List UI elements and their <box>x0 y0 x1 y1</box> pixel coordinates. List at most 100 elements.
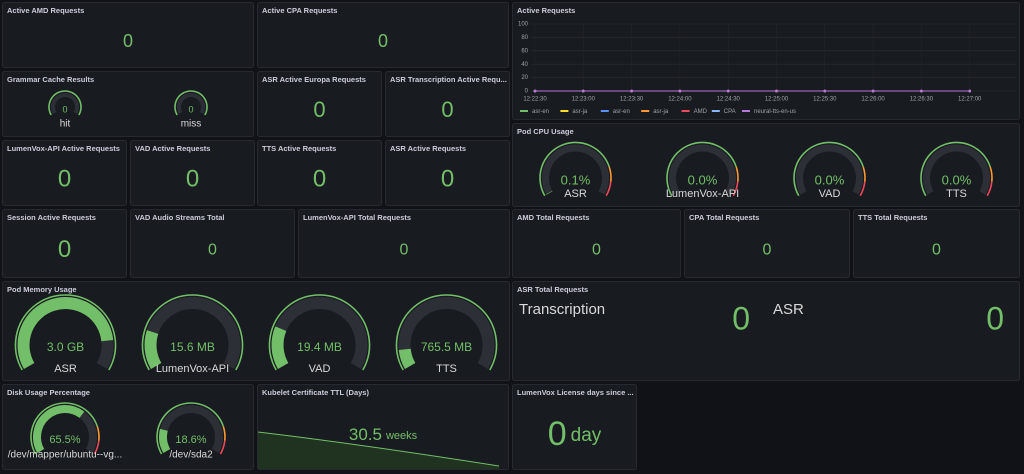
panel-title[interactable]: AMD Total Requests <box>517 213 589 222</box>
point <box>871 89 875 93</box>
legend-label[interactable]: asr-en <box>532 109 549 115</box>
panel-title[interactable]: ASR Total Requests <box>517 285 588 294</box>
panel-title[interactable]: LumenVox-API Active Requests <box>7 144 120 153</box>
panel-frame <box>512 2 1020 120</box>
gauge-fill <box>17 297 114 369</box>
x-tick-label: 12:24:00 <box>668 97 692 103</box>
gauge-track <box>923 144 990 195</box>
x-tick-label: 12:23:30 <box>620 97 644 103</box>
gauge-label: /dev/mapper/ubuntu--vg... <box>8 450 123 461</box>
threshold-arc <box>141 294 244 371</box>
panel-title[interactable]: Disk Usage Percentage <box>7 388 90 397</box>
x-tick-label: 12:27:00 <box>958 97 982 103</box>
legend-label[interactable]: asr-ja <box>653 109 669 115</box>
panel-title[interactable]: Active CPA Requests <box>262 6 337 15</box>
gauge-label: LumenVox-API <box>156 363 229 375</box>
panel-title[interactable]: ASR Active Europa Requests <box>262 75 366 84</box>
stat-value: 0 <box>378 31 388 51</box>
unit: day <box>571 425 602 446</box>
stat-value: 0 day <box>548 415 602 453</box>
point <box>726 89 730 93</box>
threshold-arc <box>14 294 117 371</box>
y-tick-label: 0 <box>525 89 529 95</box>
panel-title[interactable]: ASR Active Requests <box>390 144 466 153</box>
panel-title[interactable]: CPA Total Requests <box>689 213 759 222</box>
stat-value: 0 <box>186 165 199 192</box>
panel-frame <box>130 209 295 278</box>
legend-label[interactable]: AMD <box>694 109 708 115</box>
legend-label[interactable]: neural-tts-en-us <box>754 109 796 115</box>
threshold-arc <box>30 402 99 455</box>
sparkline-area <box>258 432 499 469</box>
gauge-value: 18.6% <box>175 434 206 446</box>
x-tick-label: 12:26:00 <box>861 97 885 103</box>
item-label: Transcription <box>519 301 605 318</box>
threshold-arc <box>859 181 866 197</box>
stat-value: 0 <box>313 97 325 122</box>
panel-title[interactable]: Grammar Cache Results <box>7 75 94 84</box>
panel: VAD Active Requests 0 <box>130 140 255 206</box>
gauge-label: miss <box>181 119 202 130</box>
x-tick-label: 12:26:30 <box>910 97 934 103</box>
panel-frame <box>257 71 382 137</box>
threshold-arc <box>539 141 611 197</box>
legend-swatch <box>641 110 650 112</box>
panel: Active Requests 0 20 40 60 80 100 12:22:30 12:23… <box>512 2 1020 120</box>
panel-title[interactable]: LumenVox-API Total Requests <box>303 213 411 222</box>
gauge-value: 0.0% <box>942 172 972 187</box>
point <box>968 89 971 93</box>
gauge-label: ASR <box>54 363 77 375</box>
stat-value: 0 <box>313 165 326 192</box>
panel-title[interactable]: VAD Audio Streams Total <box>135 213 224 222</box>
threshold-arc <box>96 426 100 441</box>
panel: Kubelet Certificate TTL (Days) 30.5 weeks <box>257 384 509 470</box>
legend-label[interactable]: asr-ja <box>572 109 588 115</box>
legend-label[interactable]: CPA <box>724 109 736 115</box>
threshold-arc <box>174 90 208 116</box>
gauge-track <box>669 144 736 195</box>
gauge-value: 15.6 MB <box>170 340 215 354</box>
panel: Pod CPU Usage0.1%ASR0.0%LumenVox-API0.0%… <box>512 123 1020 207</box>
panel: Disk Usage Percentage 65.5% /dev/mapper/ub… <box>2 384 254 470</box>
threshold-arc <box>93 440 100 455</box>
gauge-value: 0 <box>188 104 193 114</box>
panel: Grammar Cache Results 0 hit 0 miss <box>2 71 254 137</box>
gauge-fill <box>271 326 289 369</box>
gauge-track <box>796 144 863 195</box>
panel-frame <box>130 140 255 206</box>
threshold-arc <box>666 141 738 197</box>
panel-frame <box>512 384 637 470</box>
panel-title[interactable]: LumenVox License days since ... <box>517 388 634 397</box>
panel-title[interactable]: Session Active Requests <box>7 213 96 222</box>
gauge-value: 0.0% <box>688 172 718 187</box>
panel-title[interactable]: ASR Transcription Active Requ... <box>390 75 507 84</box>
panel-frame <box>2 2 254 68</box>
panel: Active AMD Requests 0 <box>2 2 254 68</box>
threshold-arc <box>395 294 498 371</box>
gauge-label: TTS <box>946 188 967 200</box>
point <box>823 89 827 93</box>
panel-title[interactable]: Pod Memory Usage <box>7 285 77 294</box>
panel: Active CPA Requests 0 <box>257 2 509 68</box>
panel-title[interactable]: VAD Active Requests <box>135 144 210 153</box>
panel-title[interactable]: TTS Active Requests <box>262 144 336 153</box>
panel-title[interactable]: Active AMD Requests <box>7 6 84 15</box>
threshold-arc <box>605 181 612 197</box>
panel-title[interactable]: Pod CPU Usage <box>517 127 574 136</box>
panel-title[interactable]: Active Requests <box>517 6 575 15</box>
panel-frame <box>257 140 382 206</box>
panel-frame <box>853 209 1020 278</box>
panel-title[interactable]: TTS Total Requests <box>858 213 927 222</box>
gauge-label: VAD <box>819 188 841 200</box>
threshold-arc <box>920 141 992 197</box>
point <box>630 89 633 93</box>
threshold-arc <box>732 181 739 197</box>
gauge-value: 3.0 GB <box>47 340 84 354</box>
gauge-value: 0.0% <box>815 172 845 187</box>
legend-label[interactable]: asr-en <box>613 109 630 115</box>
gauge-track <box>177 93 205 114</box>
panel-title[interactable]: Kubelet Certificate TTL (Days) <box>262 388 369 397</box>
panel-frame <box>512 209 681 278</box>
stat-value: 0 <box>58 236 71 263</box>
item-value: 0 <box>986 300 1004 336</box>
